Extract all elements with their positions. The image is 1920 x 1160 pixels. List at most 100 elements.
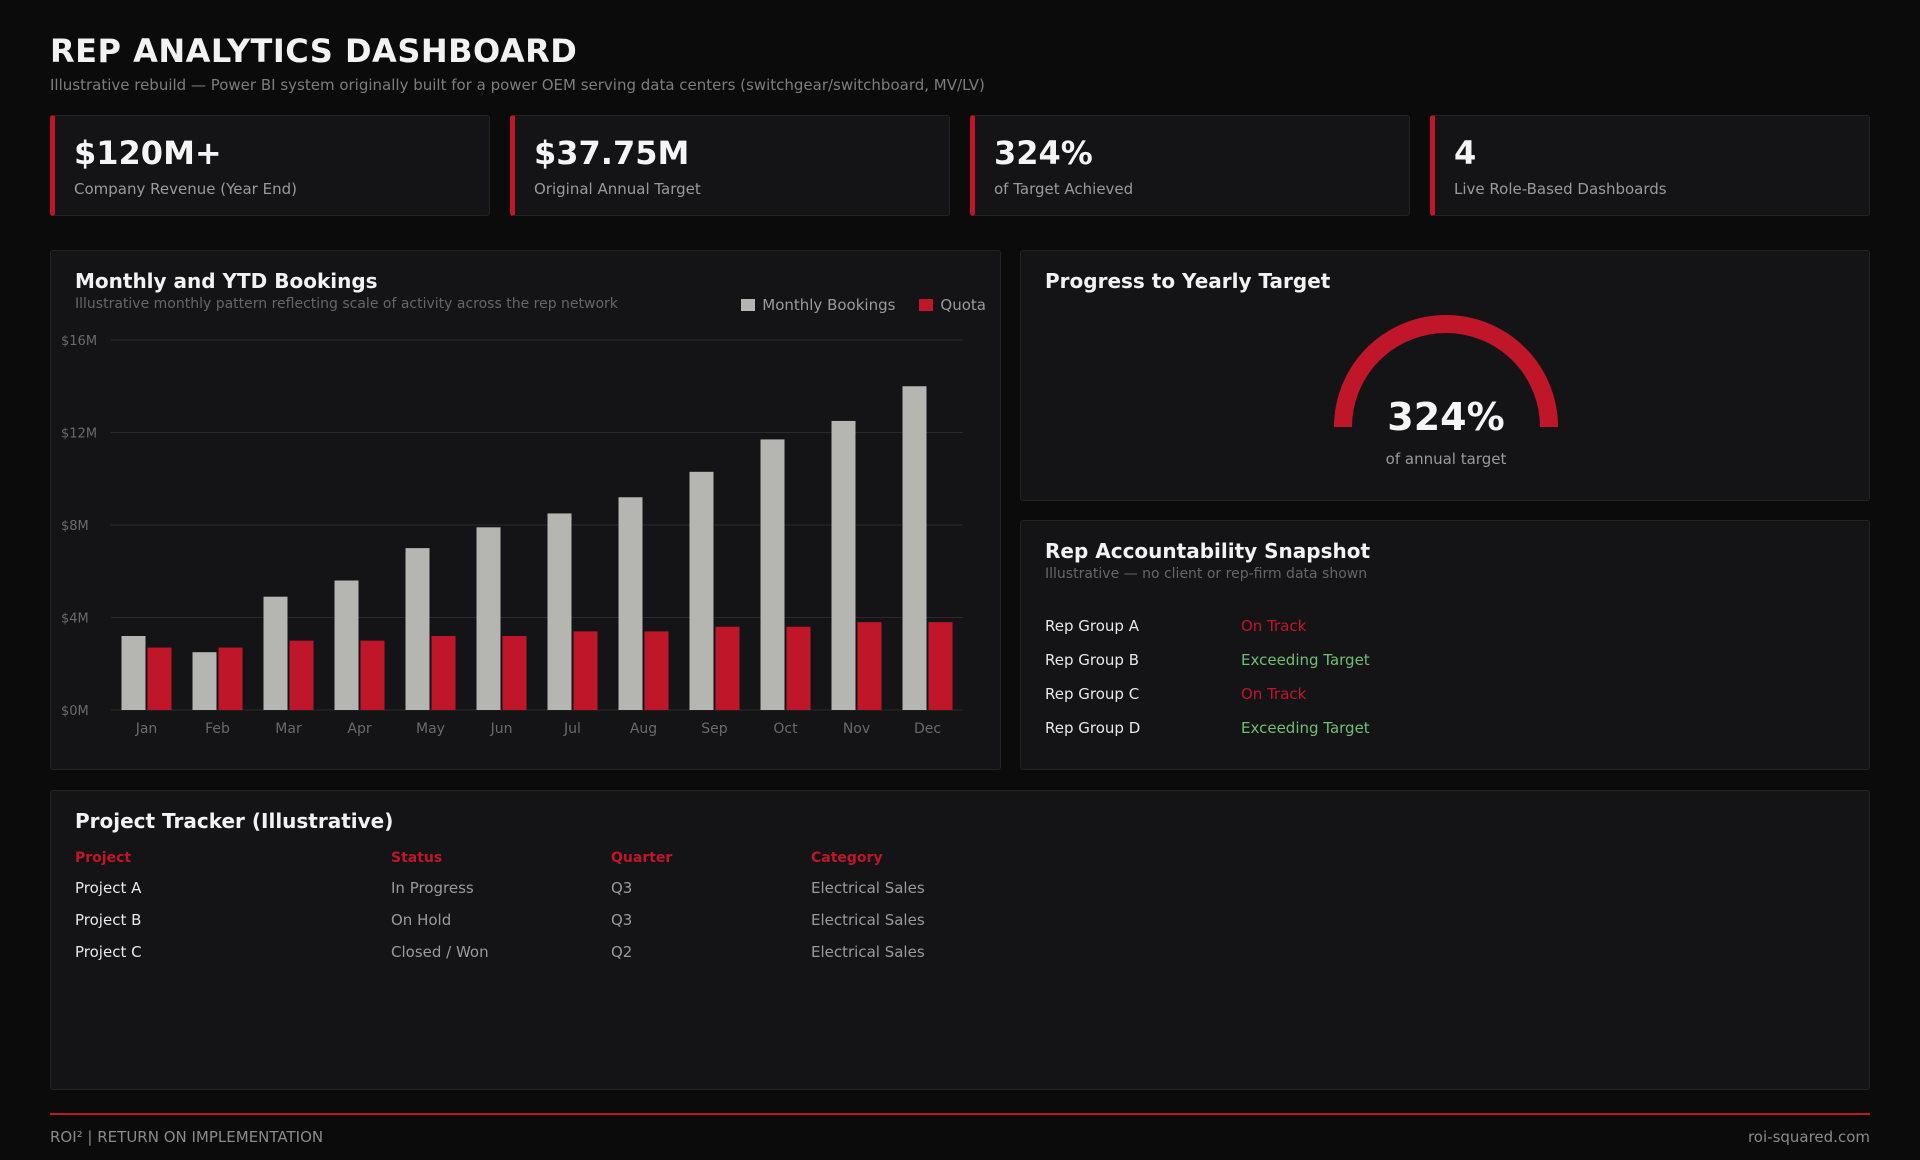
status-badge: Exceeding Target <box>1241 651 1370 669</box>
accountability-card: Rep Accountability Snapshot Illustrative… <box>1020 520 1870 770</box>
bar-quota-sep <box>715 626 740 710</box>
x-tick-label: Nov <box>843 721 870 737</box>
kpi-card-revenue: $120M+ Company Revenue (Year End) <box>50 115 490 216</box>
x-tick-label: May <box>416 721 445 737</box>
card-title: Rep Accountability Snapshot <box>1045 539 1371 563</box>
cell-category: Electrical Sales <box>811 911 925 929</box>
legend-item-bookings: Monthly Bookings <box>741 296 895 314</box>
cell-status: On Hold <box>391 911 452 929</box>
rep-name: Rep Group A <box>1045 617 1139 635</box>
cell-category: Electrical Sales <box>811 943 925 961</box>
gauge-arc <box>1334 315 1558 428</box>
kpi-card-target: $37.75M Original Annual Target <box>510 115 950 216</box>
kpi-label: Live Role-Based Dashboards <box>1454 180 1667 198</box>
legend-label: Monthly Bookings <box>762 296 896 314</box>
bar-bookings-apr <box>334 580 359 710</box>
bar-bookings-jun <box>476 527 501 710</box>
y-tick-label: $8M <box>61 519 89 534</box>
kpi-label: Original Annual Target <box>534 180 701 198</box>
kpi-label: Company Revenue (Year End) <box>74 180 297 198</box>
table-body: Project A In Progress Q3 Electrical Sale… <box>75 872 1011 968</box>
table-row: Project C Closed / Won Q2 Electrical Sal… <box>75 936 1011 968</box>
status-badge: On Track <box>1241 685 1307 703</box>
cell-project: Project A <box>75 879 142 897</box>
page-title: REP ANALYTICS DASHBOARD <box>50 32 578 70</box>
x-tick-label: Jul <box>563 721 581 737</box>
y-tick-label: $16M <box>61 334 97 349</box>
table-row: Project A In Progress Q3 Electrical Sale… <box>75 872 1011 904</box>
kpi-card-dashboards: 4 Live Role-Based Dashboards <box>1430 115 1870 216</box>
bar-bookings-dec <box>902 386 927 710</box>
list-item: Rep Group C On Track <box>1045 677 1370 711</box>
legend-label: Quota <box>940 296 986 314</box>
bar-quota-apr <box>360 640 385 710</box>
rep-list: Rep Group A On Track Rep Group B Exceedi… <box>1045 609 1370 745</box>
list-item: Rep Group D Exceeding Target <box>1045 711 1370 745</box>
column-header-project: Project <box>75 850 132 866</box>
kpi-value: 4 <box>1454 134 1477 172</box>
y-tick-label: $12M <box>61 427 97 442</box>
bar-bookings-aug <box>618 497 643 710</box>
cell-quarter: Q3 <box>611 911 633 929</box>
column-header-category: Category <box>811 850 883 866</box>
x-tick-label: Feb <box>205 721 230 737</box>
bar-quota-mar <box>289 640 314 710</box>
x-tick-label: Oct <box>773 721 798 737</box>
bar-quota-jul <box>573 631 598 710</box>
list-item: Rep Group A On Track <box>1045 609 1370 643</box>
bar-bookings-feb <box>192 652 217 710</box>
page-subtitle: Illustrative rebuild — Power BI system o… <box>50 76 985 94</box>
progress-card: Progress to Yearly Target 324% of annual… <box>1020 250 1870 501</box>
card-subtitle: Illustrative — no client or rep-firm dat… <box>1045 566 1368 582</box>
cell-status: Closed / Won <box>391 943 489 961</box>
x-tick-label: Apr <box>347 721 371 737</box>
y-tick-label: $0M <box>61 704 89 719</box>
cell-project: Project B <box>75 911 142 929</box>
legend-item-quota: Quota <box>919 296 986 314</box>
bar-bookings-jan <box>121 636 146 710</box>
cell-project: Project C <box>75 943 142 961</box>
project-tracker-card: Project Tracker (Illustrative) Project S… <box>50 790 1870 1090</box>
bar-bookings-sep <box>689 471 714 710</box>
card-title: Project Tracker (Illustrative) <box>75 809 394 833</box>
bar-quota-dec <box>928 622 953 710</box>
status-badge: Exceeding Target <box>1241 719 1370 737</box>
column-header-quarter: Quarter <box>611 850 673 866</box>
bar-bookings-jul <box>547 513 572 710</box>
dashboard-header: REP ANALYTICS DASHBOARD Illustrative reb… <box>50 32 985 94</box>
cell-quarter: Q3 <box>611 879 633 897</box>
legend-swatch <box>919 299 934 311</box>
x-tick-label: Mar <box>275 721 302 737</box>
target-gauge: 324% of annual target <box>1331 313 1561 468</box>
column-header-status: Status <box>391 850 443 866</box>
gauge-label: of annual target <box>1385 450 1507 468</box>
bar-bookings-oct <box>760 439 785 710</box>
cell-quarter: Q2 <box>611 943 633 961</box>
legend-swatch <box>741 299 756 311</box>
bar-bookings-may <box>405 548 430 710</box>
x-tick-label: Sep <box>701 721 728 737</box>
kpi-value: $120M+ <box>74 134 222 172</box>
rep-name: Rep Group C <box>1045 685 1140 703</box>
card-subtitle: Illustrative monthly pattern reflecting … <box>75 296 618 312</box>
bar-quota-oct <box>786 626 811 710</box>
table-row: Project B On Hold Q3 Electrical Sales <box>75 904 1011 936</box>
card-title: Monthly and YTD Bookings <box>75 269 378 293</box>
bookings-chart-card: $0M $4M $8M $12M $16M Jan Feb Mar Apr May Jun Jul Au… <box>50 250 1001 770</box>
cell-status: In Progress <box>391 879 474 897</box>
bar-bookings-nov <box>831 420 856 710</box>
card-title: Progress to Yearly Target <box>1045 269 1331 293</box>
x-tick-label: Dec <box>914 721 941 737</box>
bar-quota-nov <box>857 622 882 710</box>
project-table: Project Status Quarter Category Project … <box>75 844 1011 968</box>
rep-name: Rep Group B <box>1045 651 1139 669</box>
footer-brand: ROI² | RETURN ON IMPLEMENTATION <box>50 1128 324 1146</box>
x-tick-label: Jun <box>490 721 513 737</box>
bar-quota-jan <box>147 647 172 710</box>
bar-quota-aug <box>644 631 669 710</box>
x-tick-label: Jan <box>135 721 158 737</box>
bar-quota-may <box>431 636 456 710</box>
bar-quota-feb <box>218 647 243 710</box>
footer-website-link[interactable]: roi-squared.com <box>1747 1128 1870 1146</box>
kpi-value: 324% <box>994 134 1093 172</box>
